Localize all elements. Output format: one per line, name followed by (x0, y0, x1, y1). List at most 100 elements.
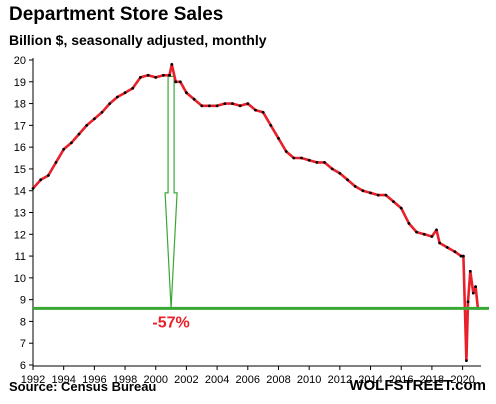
x-tick-label: 1996 (82, 374, 106, 386)
chart-subtitle: Billion $, seasonally adjusted, monthly (9, 32, 267, 48)
data-point (277, 137, 280, 140)
data-point (85, 124, 89, 127)
data-point (471, 291, 475, 295)
data-point (238, 104, 242, 108)
data-point (330, 167, 334, 171)
x-tick-label: 2018 (420, 374, 444, 386)
data-point (376, 193, 380, 197)
data-point (174, 80, 178, 84)
x-tick-label: 2012 (328, 374, 352, 386)
x-tick-label: 1994 (51, 374, 75, 386)
data-point (369, 191, 372, 195)
data-point (284, 150, 288, 153)
data-point (292, 156, 296, 160)
data-point (168, 73, 171, 77)
data-point (146, 73, 150, 77)
data-point (307, 158, 311, 162)
data-point (246, 102, 250, 105)
data-point (466, 300, 470, 304)
data-point (123, 91, 127, 95)
y-tick-label: 6 (20, 360, 26, 372)
data-point (254, 108, 257, 112)
data-point (474, 285, 477, 288)
data-point (154, 76, 158, 79)
x-tick-label: 1992 (21, 374, 45, 386)
x-tick-label: 2006 (236, 374, 260, 386)
data-point (170, 63, 174, 66)
data-point (215, 104, 219, 108)
x-tick-label: 2000 (143, 374, 167, 386)
data-point (231, 102, 234, 105)
data-point (315, 161, 319, 164)
x-tick-label: 2008 (266, 374, 290, 386)
y-tick-label: 19 (14, 77, 26, 89)
y-tick-label: 14 (14, 186, 26, 198)
data-point (430, 235, 434, 238)
data-point (39, 178, 43, 182)
y-tick-label: 15 (14, 164, 26, 176)
y-tick-label: 10 (14, 273, 26, 285)
data-point (338, 171, 342, 175)
data-point (384, 193, 388, 197)
data-point (100, 110, 104, 114)
data-point (453, 250, 457, 254)
data-point (31, 187, 35, 190)
data-point (131, 86, 135, 90)
data-point (269, 124, 273, 127)
y-tick-label: 18 (14, 99, 26, 111)
drop-arrow (164, 75, 178, 309)
data-point (459, 254, 463, 258)
x-tick-label: 2020 (450, 374, 474, 386)
data-point (261, 110, 265, 114)
source-label: Source: Census Bureau (9, 379, 157, 394)
data-point (361, 189, 365, 193)
drop-annotation: -57% (152, 314, 189, 331)
x-tick-label: 2010 (297, 374, 321, 386)
data-point (223, 102, 227, 105)
x-tick-label: 2002 (174, 374, 198, 386)
x-tick-label: 2016 (389, 374, 413, 386)
data-point (353, 185, 357, 188)
data-point (185, 91, 188, 95)
y-tick-label: 12 (14, 229, 26, 241)
y-tick-label: 16 (14, 142, 26, 154)
data-point (62, 147, 66, 151)
data-point (139, 76, 142, 79)
y-tick-label: 11 (15, 251, 26, 263)
y-tick-label: 13 (14, 208, 26, 220)
data-point (46, 174, 50, 177)
data-point (399, 206, 403, 210)
x-tick-label: 2014 (358, 374, 382, 386)
data-point (300, 156, 303, 160)
data-point (323, 161, 326, 164)
data-point (70, 141, 73, 145)
data-point (192, 97, 196, 101)
data-point (208, 104, 211, 108)
data-point (178, 80, 182, 84)
data-point (407, 222, 411, 225)
data-point (438, 241, 441, 245)
data-point (415, 230, 418, 234)
data-point (54, 161, 58, 164)
y-tick-label: 8 (20, 316, 26, 328)
data-point (77, 132, 81, 136)
x-tick-label: 2004 (205, 374, 229, 386)
data-point (465, 359, 468, 362)
x-tick-label: 1998 (113, 374, 137, 386)
chart-title: Department Store Sales (9, 4, 224, 25)
data-point (108, 102, 112, 105)
data-point (162, 73, 165, 77)
data-point (93, 117, 96, 121)
data-point (468, 269, 472, 273)
y-tick-label: 17 (14, 120, 26, 132)
data-point (392, 200, 395, 204)
data-point (200, 104, 204, 108)
data-point (116, 95, 119, 99)
y-tick-label: 7 (20, 338, 26, 350)
y-tick-label: 20 (14, 55, 26, 67)
brand-label: WOLFSTREET.com (349, 377, 486, 394)
data-point (435, 228, 438, 232)
data-point (462, 254, 465, 258)
